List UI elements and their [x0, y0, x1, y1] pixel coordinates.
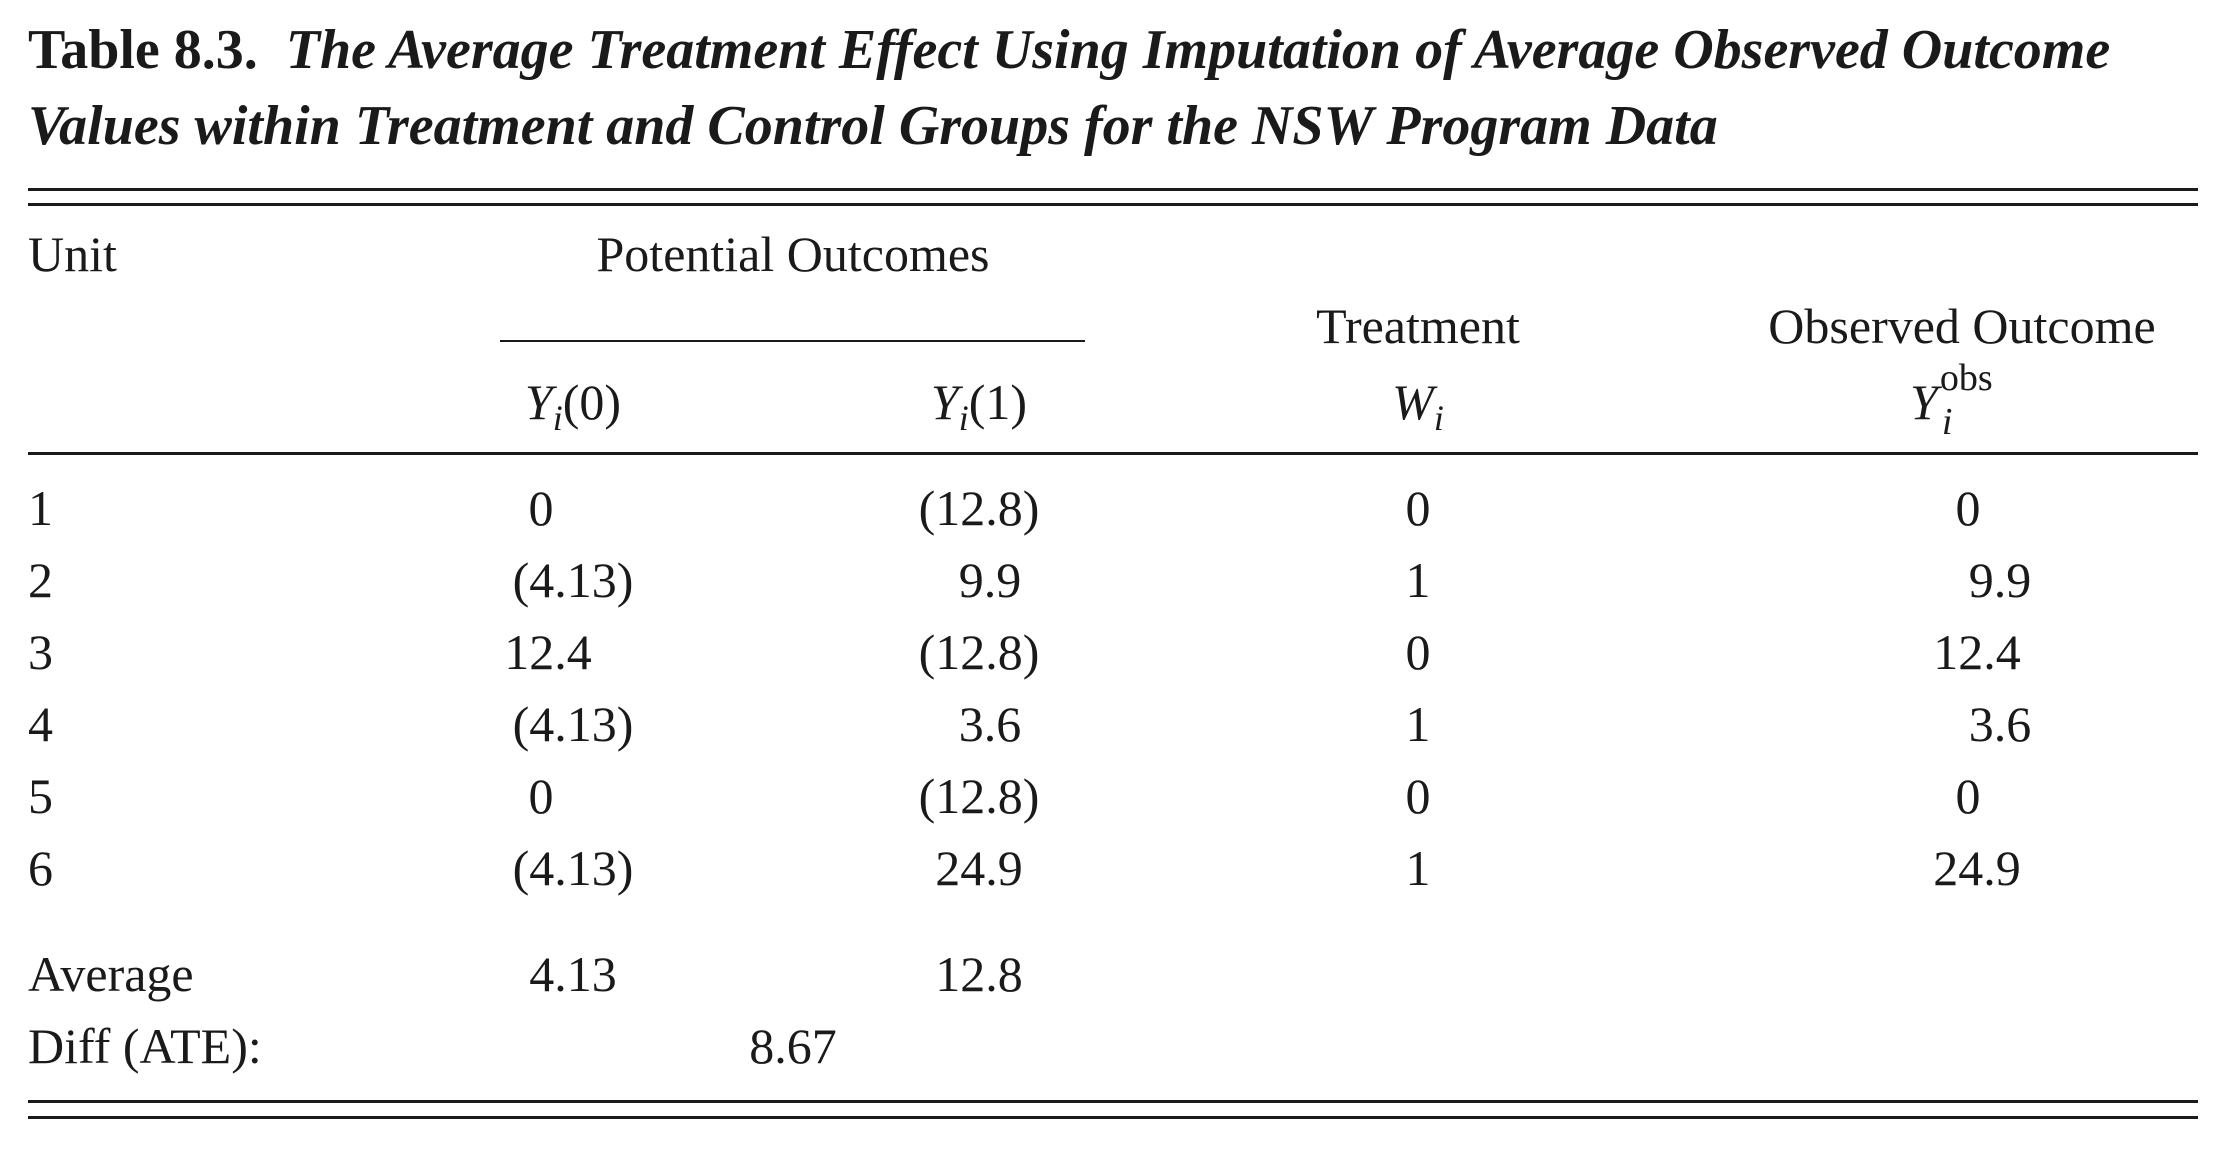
- cell-y0: (4.13): [512, 552, 634, 608]
- top-rule-2: [28, 203, 2198, 206]
- header-y1: Yi(1): [930, 374, 1028, 438]
- average-label: Average: [28, 946, 194, 1002]
- header-treatment-symbol: Wi: [1392, 374, 1444, 438]
- header-bottom-rule: [28, 452, 2198, 455]
- cell-y0: (4.13): [512, 840, 634, 896]
- cell-y1: 24.9: [935, 840, 1023, 896]
- cell-y0: (4.13): [512, 696, 634, 752]
- table-caption-line2: Values within Treatment and Control Grou…: [28, 95, 1718, 157]
- cell-unit: 4: [28, 696, 53, 752]
- header-unit: Unit: [28, 226, 117, 282]
- table-title: Table 8.3. The Average Treatment Effect …: [28, 12, 2198, 164]
- cell-y1: (12.8): [918, 624, 1040, 680]
- top-rule-1: [28, 188, 2198, 191]
- cell-unit: 3: [28, 624, 53, 680]
- cell-yobs: 0: [1955, 768, 1981, 824]
- cell-yobs: 9.9: [1968, 552, 2032, 608]
- cell-yobs: 3.6: [1968, 696, 2032, 752]
- cell-y1: 3.6: [958, 696, 1022, 752]
- cell-unit: 5: [28, 768, 53, 824]
- bottom-rule-2: [28, 1116, 2198, 1119]
- cell-yobs: 24.9: [1933, 840, 2021, 896]
- header-potential-outcomes: Potential Outcomes: [596, 226, 990, 282]
- header-observed-outcome: Observed Outcome: [1768, 298, 2156, 354]
- cell-y0: 12.4: [504, 624, 592, 680]
- cell-unit: 2: [28, 552, 53, 608]
- diff-value: 8.67: [749, 1018, 837, 1074]
- table-caption-line1: The Average Treatment Effect Using Imput…: [285, 19, 2111, 81]
- potential-outcomes-underline: [500, 340, 1085, 342]
- cell-unit: 6: [28, 840, 53, 896]
- cell-w: 1: [1405, 696, 1431, 752]
- average-y1: 12.8: [935, 946, 1023, 1002]
- header-treatment: Treatment: [1316, 298, 1520, 354]
- cell-w: 0: [1405, 480, 1431, 536]
- cell-y1: 9.9: [958, 552, 1022, 608]
- cell-yobs: 12.4: [1933, 624, 2021, 680]
- average-y0: 4.13: [529, 946, 617, 1002]
- cell-w: 1: [1405, 840, 1431, 896]
- table-number: Table 8.3.: [28, 19, 258, 81]
- cell-unit: 1: [28, 480, 53, 536]
- diff-label: Diff (ATE):: [28, 1018, 262, 1074]
- bottom-rule-1: [28, 1100, 2198, 1103]
- cell-y1: (12.8): [918, 768, 1040, 824]
- cell-yobs: 0: [1955, 480, 1981, 536]
- header-y0: Yi(0): [524, 374, 622, 438]
- cell-w: 0: [1405, 768, 1431, 824]
- cell-y1: (12.8): [918, 480, 1040, 536]
- cell-y0: 0: [528, 480, 554, 536]
- cell-w: 0: [1405, 624, 1431, 680]
- cell-w: 1: [1405, 552, 1431, 608]
- cell-y0: 0: [528, 768, 554, 824]
